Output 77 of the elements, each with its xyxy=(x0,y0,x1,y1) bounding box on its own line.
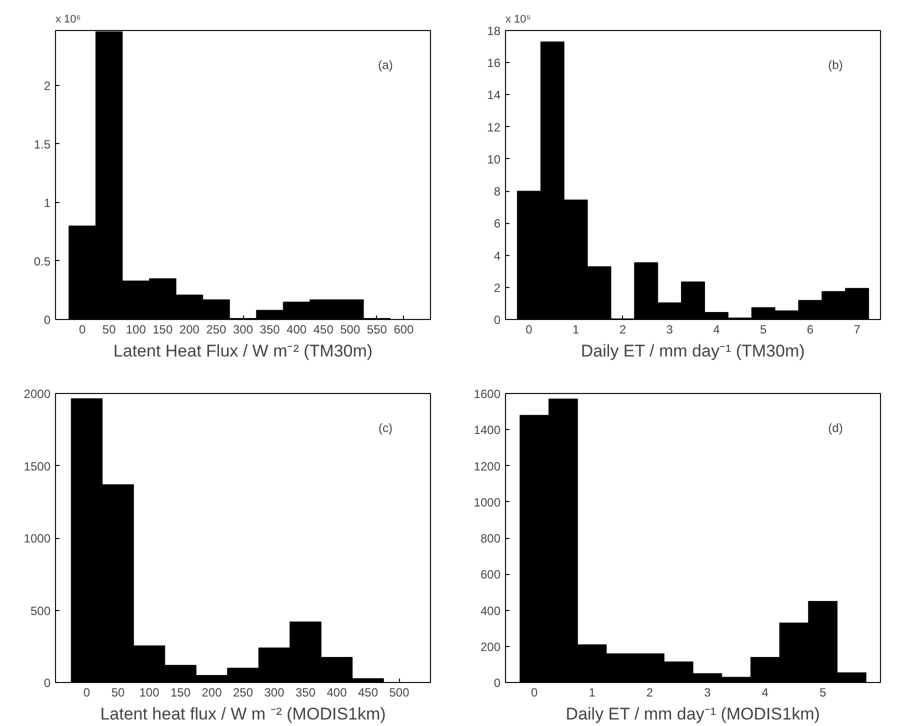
x-tick-label: 3 xyxy=(704,686,712,700)
x-tick-label: 5 xyxy=(819,686,826,700)
x-axis-title: Latent Heat Flux / W m⁻² (TM30m) xyxy=(113,342,373,360)
x-axis-title: Latent heat flux / W m ⁻² (MODIS1km) xyxy=(100,704,386,724)
x-tick-label: 1 xyxy=(572,322,580,336)
y-tick-label: 400 xyxy=(480,604,501,618)
y-tick-label: 2000 xyxy=(24,387,51,401)
x-tick-label: 4 xyxy=(762,686,769,700)
annotation: (b) xyxy=(828,58,843,72)
y-tick-label: 4 xyxy=(494,248,501,263)
y-tick-label: 8 xyxy=(494,184,501,199)
y-tick-label: 0 xyxy=(44,313,51,327)
annotation: (c) xyxy=(378,421,393,436)
x-tick-label: 500 xyxy=(389,686,410,700)
y-tick-label: 200 xyxy=(480,640,501,654)
x-tick-label: 100 xyxy=(126,322,146,336)
y-tick-label: 500 xyxy=(30,604,51,618)
y-tick-label: 800 xyxy=(480,532,501,546)
y-tick-label: 1.5 xyxy=(34,137,51,152)
x-tick-label: 2 xyxy=(646,686,654,700)
x-tick-label: 450 xyxy=(358,686,378,700)
y-tick-label: 1000 xyxy=(474,495,501,510)
y-tick-label: 1500 xyxy=(24,459,51,474)
x-tick-label: 3 xyxy=(666,322,674,336)
x-tick-label: 350 xyxy=(295,686,316,700)
x-tick-label: 250 xyxy=(206,322,227,336)
x-axis-title: Daily ET / mm day⁻¹ (MODIS1km) xyxy=(566,704,820,724)
y-tick-label: 1 xyxy=(44,196,51,210)
y-tick-label: 10 xyxy=(487,152,501,166)
x-tick-label: 5 xyxy=(760,322,767,336)
y-tick-label: 1200 xyxy=(474,459,501,474)
x-axis-title: Daily ET / mm day⁻¹ (TM30m) xyxy=(580,342,805,360)
x-tick-label: 1 xyxy=(588,686,596,700)
x-tick-label: 350 xyxy=(260,322,280,336)
x-tick-label: 0 xyxy=(78,322,86,336)
x-tick-label: 250 xyxy=(232,686,254,700)
y-tick-label: 1000 xyxy=(24,532,51,546)
x-tick-label: 0 xyxy=(526,322,533,336)
x-tick-label: 7 xyxy=(854,322,861,336)
annotation: (d) xyxy=(828,421,843,436)
x-tick-label: 150 xyxy=(152,322,173,336)
x-tick-label: 4 xyxy=(713,322,720,336)
x-tick-label: 150 xyxy=(170,686,191,700)
y-tick-label: 0.5 xyxy=(34,254,51,268)
x-tick-label: 450 xyxy=(313,322,334,336)
x-tick-label: 300 xyxy=(232,322,254,336)
x-tick-label: 400 xyxy=(286,322,307,336)
y-tick-label: 0 xyxy=(494,313,501,327)
x-tick-label: 600 xyxy=(394,322,414,336)
x-tick-label: 550 xyxy=(366,322,388,336)
y-tick-label: 1600 xyxy=(474,387,501,401)
y-tick-label: 2 xyxy=(44,78,51,93)
x-tick-label: 500 xyxy=(340,322,360,336)
x-tick-label: 6 xyxy=(806,322,814,336)
y-tick-label: 600 xyxy=(480,568,501,582)
x-tick-label: 400 xyxy=(326,686,348,700)
y-tick-label: 2 xyxy=(494,280,501,295)
x-tick-label: 200 xyxy=(179,322,200,336)
y-tick-label: 14 xyxy=(487,88,501,102)
x-tick-label: 0 xyxy=(531,686,538,700)
text: x 10⁶ xyxy=(56,14,81,26)
y-tick-label: 0 xyxy=(494,676,501,690)
x-tick-label: 200 xyxy=(202,686,222,700)
annotation: (a) xyxy=(378,58,393,72)
x-tick-label: 100 xyxy=(139,686,160,700)
y-tick-label: 6 xyxy=(494,216,501,231)
x-tick-label: 2 xyxy=(619,322,626,336)
y-tick-label: 18 xyxy=(487,24,501,38)
y-tick-label: 12 xyxy=(487,120,501,134)
x-tick-label: 300 xyxy=(264,686,285,700)
x-tick-label: 0 xyxy=(83,686,90,700)
y-tick-label: 16 xyxy=(487,56,501,70)
text: x 10⁵ xyxy=(506,14,531,26)
x-tick-label: 50 xyxy=(102,322,116,336)
y-tick-label: 1400 xyxy=(474,423,501,438)
x-tick-label: 50 xyxy=(111,686,125,700)
y-tick-label: 0 xyxy=(44,676,51,690)
